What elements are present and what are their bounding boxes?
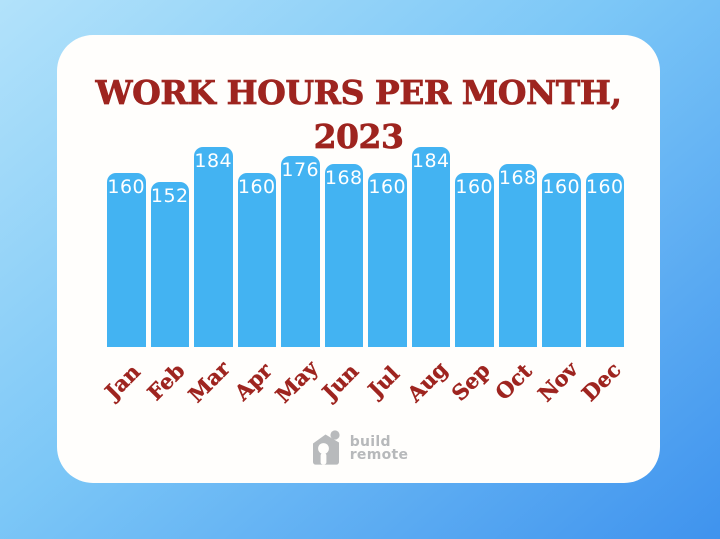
bar-value-label-nov: 160 [542, 176, 581, 199]
bar-value-label-apr: 160 [237, 176, 276, 199]
month-label-aug: Aug [401, 356, 452, 407]
bar-sep: 160 [455, 173, 494, 347]
month-cell-feb: Feb [142, 353, 190, 429]
bar-value-label-jun: 168 [324, 167, 363, 190]
x-axis-labels: Jan Feb Mar Apr May Jun Jul Aug Sep Oct Nov Dec [99, 353, 625, 429]
month-cell-may: May [270, 353, 323, 429]
bar-value-label-jul: 160 [368, 176, 407, 199]
month-cell-mar: Mar [183, 353, 235, 429]
bar-value-label-oct: 168 [498, 167, 537, 190]
bar-aug: 184 [411, 147, 450, 347]
brand-name: build remote [349, 434, 409, 463]
bar-mar: 184 [194, 147, 233, 347]
month-cell-jun: Jun [316, 353, 363, 429]
bar-value-label-feb: 152 [150, 184, 189, 207]
brand-footer: build remote [57, 429, 660, 469]
month-label-nov: Nov [532, 356, 583, 407]
bar-feb: 152 [150, 181, 189, 347]
brand-line1: build [349, 434, 391, 450]
month-label-jun: Jun [316, 358, 363, 405]
bar-jul: 160 [368, 173, 407, 347]
month-cell-aug: Aug [401, 353, 452, 429]
bar-value-label-mar: 184 [194, 150, 233, 172]
bar-chart: 160 152 184 160 176 168 160 184 160 168 160 160 Jan… [99, 147, 625, 429]
infographic-card: WORK HOURS PER MONTH, 2023 160 152 184 160 1… [57, 35, 660, 483]
bar-value-label-sep: 160 [455, 176, 494, 199]
bar-jan: 160 [107, 173, 146, 347]
bar-dec: 160 [585, 173, 624, 347]
bar-value-label-aug: 184 [411, 150, 450, 172]
bar-may: 176 [281, 155, 320, 347]
month-cell-sep: Sep [446, 353, 495, 429]
month-label-jul: Jul [362, 360, 404, 403]
bar-value-label-may: 176 [281, 158, 320, 181]
bar-jun: 168 [324, 164, 363, 347]
month-cell-jan: Jan [99, 353, 146, 429]
month-cell-nov: Nov [532, 353, 582, 429]
brand-line2: remote [349, 447, 409, 463]
month-cell-apr: Apr [229, 353, 277, 429]
bars-area: 160 152 184 160 176 168 160 184 160 168 160 160 [107, 147, 624, 347]
chart-title: WORK HOURS PER MONTH, 2023 [95, 73, 622, 157]
month-label-may: May [270, 355, 323, 408]
bar-nov: 160 [542, 173, 581, 347]
month-label-feb: Feb [142, 357, 190, 406]
month-label-mar: Mar [183, 355, 236, 408]
bar-apr: 160 [237, 173, 276, 347]
bar-value-label-dec: 160 [585, 176, 624, 199]
bar-value-label-jan: 160 [107, 176, 146, 199]
month-label-sep: Sep [446, 357, 495, 406]
month-cell-dec: Dec [576, 353, 625, 429]
month-label-oct: Oct [490, 358, 538, 405]
month-cell-jul: Jul [362, 353, 407, 429]
bar-oct: 168 [498, 164, 537, 347]
month-label-apr: Apr [229, 357, 277, 406]
month-cell-oct: Oct [490, 353, 537, 429]
month-label-dec: Dec [576, 356, 626, 407]
buildremote-logo-icon [309, 429, 343, 469]
month-label-jan: Jan [99, 358, 145, 405]
